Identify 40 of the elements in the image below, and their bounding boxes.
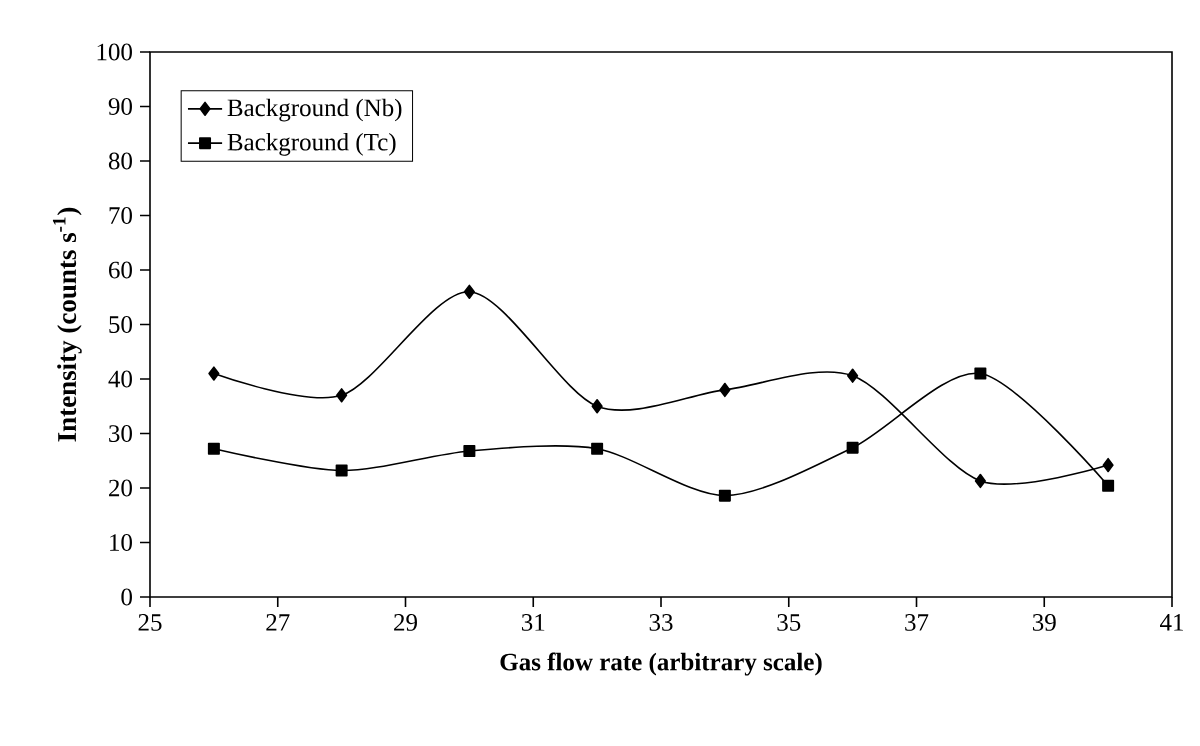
point [591,399,603,414]
x-axis-title: Gas flow rate (arbitrary scale) [500,652,822,676]
x-tick-label: 39 [1032,614,1056,631]
y-tick-label: 60 [109,261,132,279]
point [208,366,220,381]
x-tick-label: 27 [266,614,290,631]
point [207,442,220,455]
point [1102,457,1114,473]
y-tick-label: 80 [108,152,132,170]
legend-label: Background (Nb) [227,98,402,122]
point [463,284,475,299]
y-tick-label: 100 [97,43,132,61]
y-tick-label: 40 [108,370,132,388]
y-tick-label: 30 [109,425,132,442]
point [591,442,604,455]
legend-label: Background (Tc) [227,133,396,156]
point [463,444,476,457]
point [846,441,859,454]
x-tick-label: 41 [1160,614,1184,631]
x-tick-label: 35 [777,614,801,631]
y-tick-label: 50 [109,316,132,333]
point [335,464,348,477]
x-tick-label: 25 [138,614,162,631]
text: Intensity (counts s$^{-1}$) [52,207,82,442]
point [719,382,731,398]
x-tick-label: 31 [521,614,545,631]
point [336,388,348,403]
y-tick-label: 20 [109,479,132,497]
y-tick-label: 70 [109,207,132,224]
point [847,368,859,383]
x-tick-label: 37 [905,614,929,631]
point [718,489,731,502]
point [1102,479,1115,492]
x-tick-label: 33 [649,614,673,631]
point [974,473,986,489]
y-tick-label: 90 [108,98,132,115]
x-tick-label: 29 [394,614,417,631]
y-tick-label: 0 [121,588,132,606]
point [974,367,987,380]
y-tick-label: 10 [110,534,132,551]
